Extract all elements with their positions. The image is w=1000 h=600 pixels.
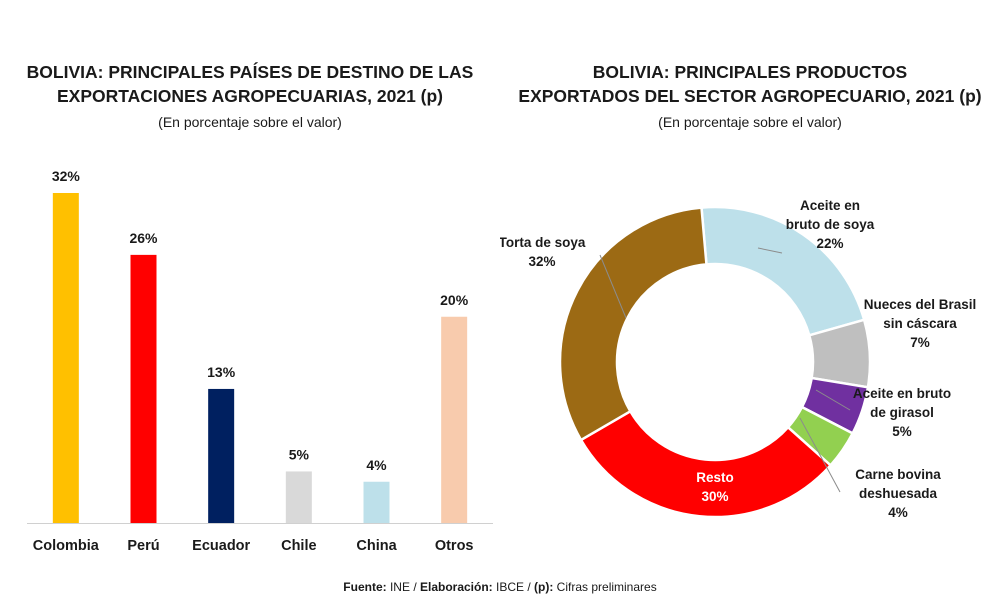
bar-category-label: Perú [127,538,159,554]
donut-slice-label: Nueces del Brasil [864,297,977,312]
donut-slice [558,206,708,442]
donut-leader-line [757,247,783,254]
bar-chart-title-line-2: EXPORTACIONES AGROPECUARIAS, 2021 (p) [56,86,444,106]
source-footer: Fuente: INE / Elaboración: IBCE / (p): C… [0,580,1000,594]
bar-chart-title-line-1: BOLIVIA: PRINCIPALES PAÍSES DE DESTINO D… [26,62,474,82]
bar-value-label: 5% [289,446,310,462]
donut-slice-label: 30% [701,489,728,504]
donut-leader-line [799,417,841,493]
donut-leader-line [599,254,627,319]
donut-chart-title-line-1: BOLIVIA: PRINCIPALES PRODUCTOS [592,62,908,82]
bar-category-label: Ecuador [192,538,250,554]
donut-slice-label: Torta de soya [500,235,586,250]
footer-fuente-label: Fuente: [343,580,387,594]
donut-chart: Aceite en bruto de soya 22% Nueces del Bras… [500,198,977,520]
donut-slice-label: 7% [910,335,930,350]
donut-slice-label: 22% [816,236,843,251]
donut-slice-label: Aceite en bruto [853,386,951,401]
donut-slice-label: sin cáscara [883,316,957,331]
footer-p-label: (p): [534,580,554,594]
donut-slice-label: Carne bovina [855,467,941,482]
footer-elaboracion-value: IBCE / [492,580,535,594]
donut-slice [579,409,833,519]
bar-category-label: Colombia [33,538,100,554]
bar-perú [130,254,157,523]
donut-leader-line [815,389,851,411]
bar-value-label: 13% [207,364,236,380]
donut-slice-label: 32% [528,254,555,269]
bar-chart-subtitle: (En porcentaje sobre el valor) [158,114,342,130]
donut-slice-label: deshuesada [859,486,938,501]
footer-elaboracion-label: Elaboración: [419,580,493,594]
bar-colombia [52,193,79,523]
donut-slice-label: bruto de soya [786,217,875,232]
footer-p-value: Cifras preliminares [553,580,657,594]
footer-fuente-value: INE / [386,580,420,594]
donut-slice-label: Resto [696,470,734,485]
bar-chart-title: BOLIVIA: PRINCIPALES PAÍSES DE DESTINO D… [0,60,500,108]
donut-slice-label: de girasol [870,405,934,420]
bar-ecuador [208,388,235,523]
donut-chart-title: BOLIVIA: PRINCIPALES PRODUCTOS EXPORTADO… [500,60,1000,108]
bar-china [363,481,390,523]
donut-chart-title-line-2: EXPORTADOS DEL SECTOR AGROPECUARIO, 2021… [518,86,982,106]
bar-category-label: China [356,538,397,554]
bar-category-label: Otros [435,538,474,554]
bar-category-label: Chile [281,538,316,554]
donut-slice-label: 5% [892,424,912,439]
bar-chart: 32% Colombia 26% Perú 13% Ecuador 5% Chile 4% Chi… [27,168,493,554]
bar-otros [441,316,468,523]
donut-slice-label: 4% [888,505,908,520]
bar-chile [285,471,312,523]
bar-value-label: 4% [366,457,387,473]
bar-value-label: 32% [52,168,81,184]
bar-value-label: 26% [129,230,158,246]
bar-value-label: 20% [440,292,469,308]
donut-slice-label: Aceite en [800,198,860,213]
donut-chart-subtitle: (En porcentaje sobre el valor) [658,114,842,130]
